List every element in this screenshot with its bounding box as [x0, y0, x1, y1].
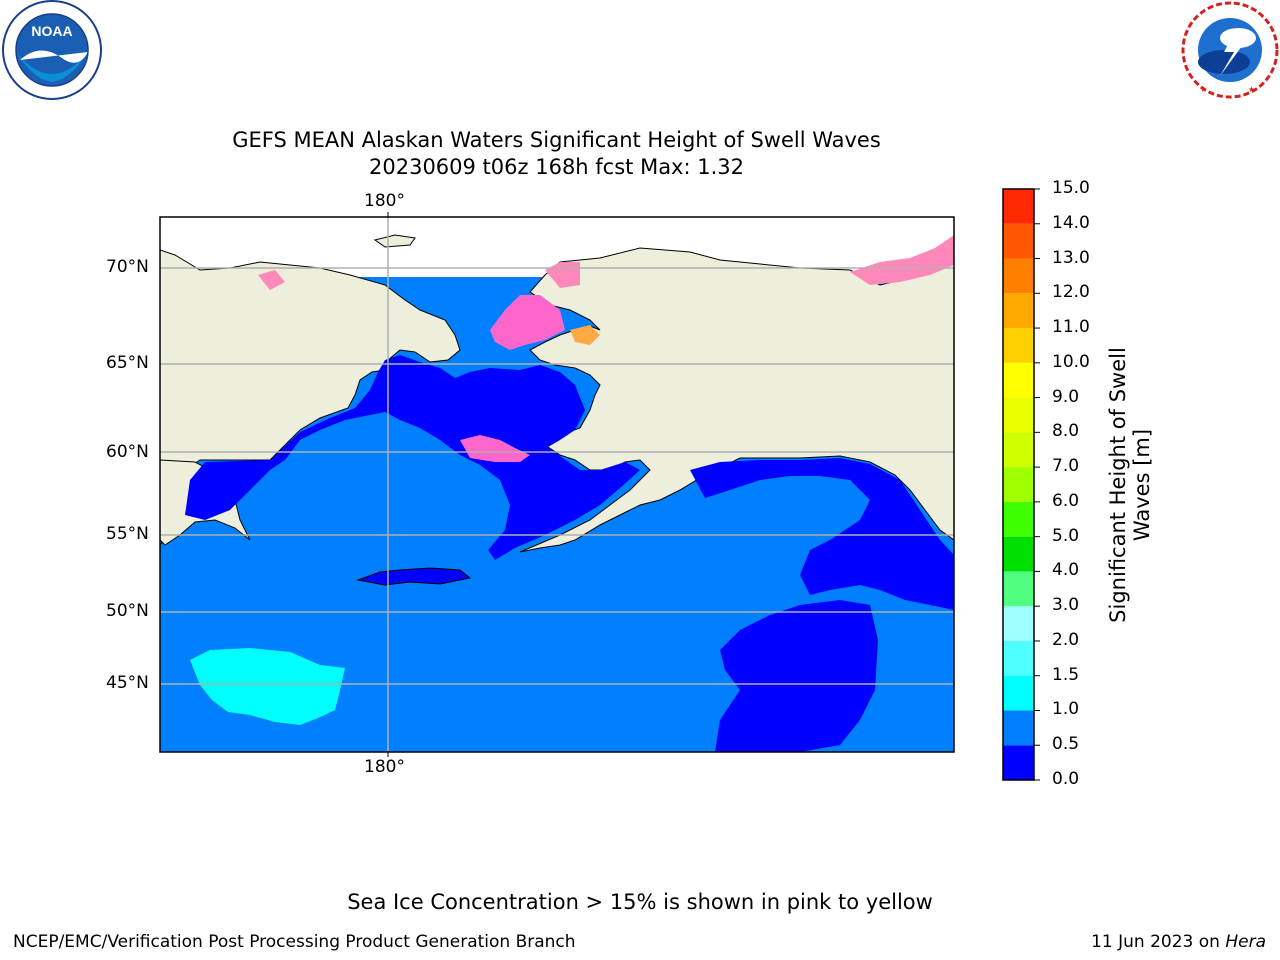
footer-date: 11 Jun 2023 on Hera [1091, 932, 1266, 952]
swell-high-patch [190, 648, 345, 725]
gridlines [160, 217, 954, 752]
colorbar-tick-label: 2.0 [1052, 629, 1080, 650]
colorbar-band [1003, 536, 1034, 572]
footer-branch: NCEP/EMC/Verification Post Processing Pr… [13, 932, 576, 952]
siberia-land [160, 249, 461, 546]
map-frame [159, 216, 955, 753]
wrangel-island [373, 234, 416, 248]
colorbar-band [1003, 293, 1034, 329]
colorbar-tick-label: 3.0 [1052, 595, 1080, 616]
lat-label-50: 50°N [106, 601, 149, 621]
sea-ice-bering [460, 435, 530, 462]
svg-text:★: ★ [1248, 85, 1255, 94]
colorbar-band [1003, 745, 1034, 780]
colorbar-band [1003, 328, 1034, 363]
swell-low-bering [185, 355, 640, 560]
lat-label-65: 65°N [106, 353, 149, 373]
colorbar-band [1003, 223, 1034, 259]
colorbar-band [1003, 467, 1034, 502]
colorbar [1002, 188, 1040, 781]
colorbar-band [1003, 501, 1034, 537]
colorbar-tick-label: 10.0 [1052, 351, 1090, 372]
sea-ice-western [258, 270, 285, 290]
colorbar-tick-label: 14.0 [1052, 212, 1090, 233]
noaa-logo: NOAA [0, 0, 104, 100]
colorbar-tick-label: 15.0 [1052, 178, 1090, 198]
colorbar-band [1003, 432, 1034, 468]
colorbar-band [1003, 189, 1034, 224]
colorbar-tick-label: 9.0 [1052, 386, 1080, 407]
lat-label-60: 60°N [106, 442, 149, 462]
colorbar-band [1003, 640, 1034, 676]
chart-subtitle: 20230609 t06z 168h fcst Max: 1.32 [369, 155, 744, 179]
colorbar-tick-label: 13.0 [1052, 247, 1090, 268]
colorbar-tick-label: 1.0 [1052, 699, 1080, 720]
colorbar-tick-label: 7.0 [1052, 456, 1080, 477]
sea-ice-chukchi [490, 295, 565, 350]
lon-label-bottom: 180° [364, 757, 405, 777]
colorbar-tick-label: 11.0 [1052, 317, 1090, 338]
sea-ice-orange [570, 325, 600, 345]
colorbar-band [1003, 675, 1034, 711]
colorbar-tick-label: 8.0 [1052, 421, 1080, 442]
sea-ice-beaufort [850, 235, 954, 285]
footer-date-text: 11 Jun 2023 on [1091, 932, 1226, 952]
lat-label-70: 70°N [106, 257, 149, 277]
colorbar-band [1003, 571, 1034, 607]
colorbar-band [1003, 258, 1034, 294]
colorbar-band [1003, 606, 1034, 641]
svg-text:★: ★ [1200, 85, 1207, 94]
colorbar-frame [1002, 188, 1035, 781]
colorbar-tick-label: 0.0 [1052, 769, 1080, 789]
colorbar-band [1003, 362, 1034, 398]
nws-logo: ★ ★ [1178, 0, 1280, 100]
swell-low-pacific [715, 600, 878, 752]
colorbar-band [1003, 397, 1034, 433]
lon-label-top: 180° [364, 191, 405, 211]
colorbar-tick-label: 6.0 [1052, 490, 1080, 511]
lat-label-45: 45°N [106, 673, 149, 693]
colorbar-label: Significant Height of Swell Waves [m] [1106, 347, 1154, 623]
sea-ice-note: Sea Ice Concentration > 15% is shown in … [347, 890, 933, 914]
colorbar-tick-label: 0.5 [1052, 734, 1080, 755]
colorbar-tick-label: 12.0 [1052, 282, 1090, 303]
colorbar-band [1003, 710, 1034, 746]
aleutian-islands [356, 567, 472, 586]
colorbar-tick-label: 5.0 [1052, 525, 1080, 546]
noaa-logo-text: NOAA [31, 23, 72, 39]
lat-label-55: 55°N [106, 524, 149, 544]
chart-title: GEFS MEAN Alaskan Waters Significant Hei… [232, 128, 881, 152]
swell-low-gulf [690, 458, 954, 610]
footer-host: Hera [1225, 932, 1266, 952]
colorbar-tick-label: 1.5 [1052, 664, 1080, 685]
colorbar-tick-label: 4.0 [1052, 560, 1080, 581]
